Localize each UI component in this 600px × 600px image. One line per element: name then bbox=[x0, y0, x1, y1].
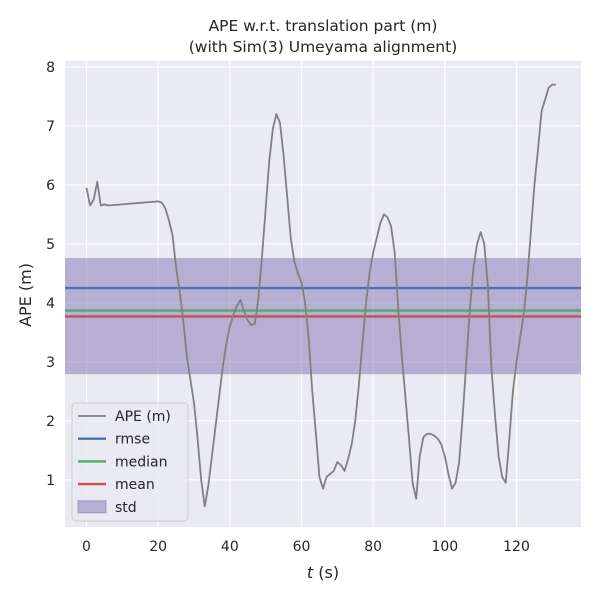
y-tick-label: 8 bbox=[46, 60, 55, 76]
x-axis-label-unit: (s) bbox=[313, 563, 339, 582]
legend-label-std: std bbox=[115, 500, 137, 516]
x-axis-label-var: t bbox=[307, 563, 314, 582]
x-tick-label: 120 bbox=[503, 539, 530, 555]
y-tick-label: 4 bbox=[46, 296, 55, 312]
legend-label-median: median bbox=[115, 454, 167, 470]
y-tick-label: 5 bbox=[46, 237, 55, 253]
y-tick-label: 1 bbox=[46, 473, 55, 489]
legend-swatch-std bbox=[77, 500, 107, 514]
y-tick-label: 3 bbox=[46, 355, 55, 371]
legend: APE (m) rmse median mean std bbox=[71, 402, 189, 522]
y-tick-label: 6 bbox=[46, 178, 55, 194]
x-tick-label: 20 bbox=[149, 539, 167, 555]
x-tick-labels: 0 20 40 60 80 100 120 bbox=[82, 539, 530, 555]
x-tick-label: 80 bbox=[364, 539, 382, 555]
x-axis-label: t (s) bbox=[307, 563, 339, 582]
y-axis-label: APE (m) bbox=[16, 263, 35, 327]
legend-label-ape: APE (m) bbox=[115, 409, 171, 425]
x-tick-label: 0 bbox=[82, 539, 91, 555]
chart-title: APE w.r.t. translation part (m) bbox=[209, 17, 438, 35]
y-tick-labels: 1 2 3 4 5 6 7 8 bbox=[46, 60, 55, 489]
chart-subtitle: (with Sim(3) Umeyama alignment) bbox=[189, 38, 458, 56]
series-layer bbox=[85, 83, 556, 508]
legend-box bbox=[71, 402, 189, 522]
stat-lines-layer bbox=[65, 286, 581, 318]
y-tick-label: 7 bbox=[46, 119, 55, 135]
y-tick-label: 2 bbox=[46, 414, 55, 430]
x-tick-label: 100 bbox=[431, 539, 458, 555]
legend-label-mean: mean bbox=[115, 477, 155, 493]
x-tick-label: 60 bbox=[293, 539, 311, 555]
ape-series-line bbox=[85, 83, 556, 508]
x-tick-label: 40 bbox=[221, 539, 239, 555]
legend-label-rmse: rmse bbox=[115, 432, 150, 448]
